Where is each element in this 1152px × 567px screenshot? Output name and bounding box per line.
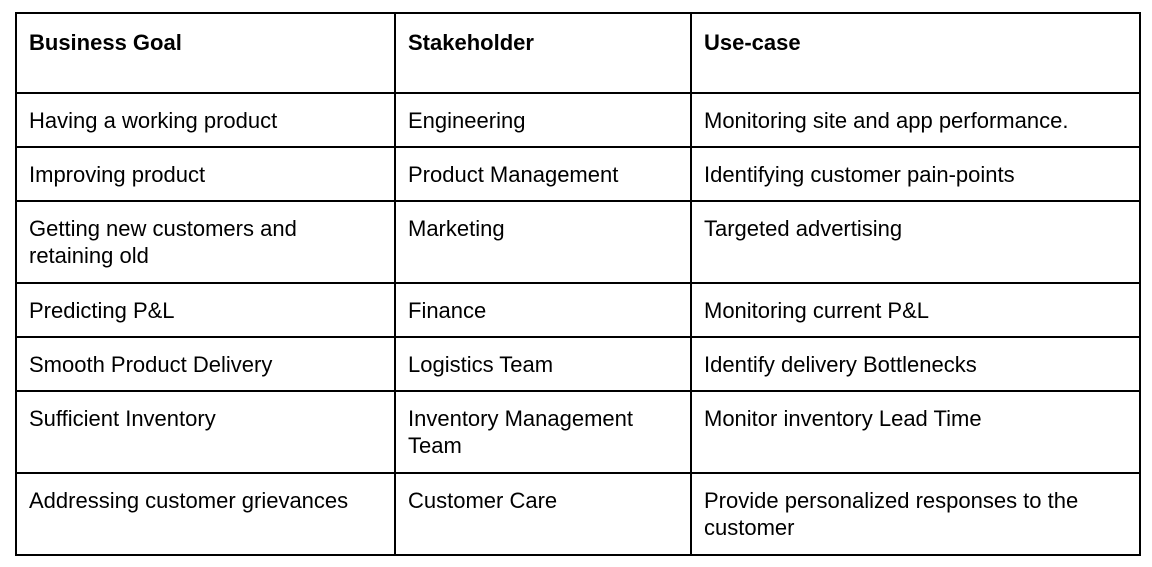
table-row: Addressing customer grievances Customer …	[15, 472, 1141, 556]
use-case-cell: Identifying customer pain-points	[690, 146, 1141, 202]
goals-table: Business Goal Stakeholder Use-case Havin…	[15, 12, 1141, 556]
business-goal-cell: Getting new customers and retaining old	[15, 200, 396, 284]
stakeholder-cell: Product Management	[394, 146, 692, 202]
header-stakeholder: Stakeholder	[394, 12, 692, 94]
table-row: Getting new customers and retaining old …	[15, 200, 1141, 284]
stakeholder-cell: Marketing	[394, 200, 692, 284]
business-goal-cell: Sufficient Inventory	[15, 390, 396, 474]
header-use-case: Use-case	[690, 12, 1141, 94]
header-business-goal: Business Goal	[15, 12, 396, 94]
stakeholder-cell: Inventory Management Team	[394, 390, 692, 474]
stakeholder-cell: Customer Care	[394, 472, 692, 556]
use-case-cell: Monitoring current P&L	[690, 282, 1141, 338]
use-case-cell: Identify delivery Bottlenecks	[690, 336, 1141, 392]
stakeholder-cell: Finance	[394, 282, 692, 338]
business-goal-cell: Smooth Product Delivery	[15, 336, 396, 392]
use-case-cell: Provide personalized responses to the cu…	[690, 472, 1141, 556]
use-case-cell: Targeted advertising	[690, 200, 1141, 284]
stakeholder-cell: Engineering	[394, 92, 692, 148]
header-row: Business Goal Stakeholder Use-case	[15, 12, 1141, 94]
business-goal-cell: Addressing customer grievances	[15, 472, 396, 556]
table-row: Having a working product Engineering Mon…	[15, 92, 1141, 148]
business-goal-cell: Predicting P&L	[15, 282, 396, 338]
use-case-cell: Monitoring site and app performance.	[690, 92, 1141, 148]
table-row: Sufficient Inventory Inventory Managemen…	[15, 390, 1141, 474]
business-goal-cell: Having a working product	[15, 92, 396, 148]
business-goal-cell: Improving product	[15, 146, 396, 202]
use-case-cell: Monitor inventory Lead Time	[690, 390, 1141, 474]
stakeholder-cell: Logistics Team	[394, 336, 692, 392]
table-row: Improving product Product Management Ide…	[15, 146, 1141, 202]
table-row: Smooth Product Delivery Logistics Team I…	[15, 336, 1141, 392]
table-row: Predicting P&L Finance Monitoring curren…	[15, 282, 1141, 338]
